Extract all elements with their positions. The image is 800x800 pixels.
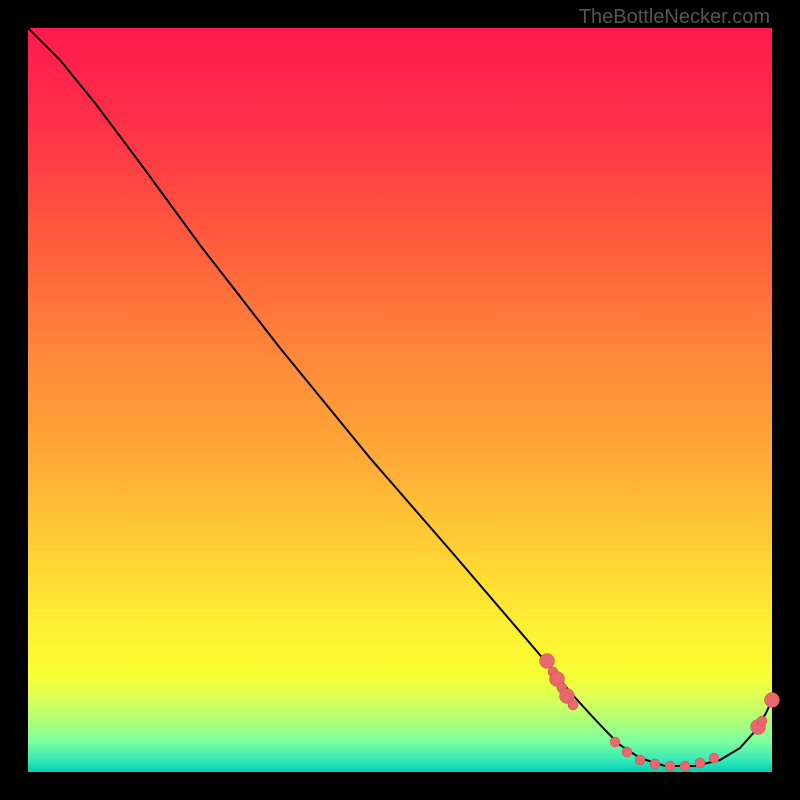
curve-marker: [695, 758, 705, 768]
bottleneck-curve-layer: [0, 0, 800, 800]
curve-marker: [650, 759, 660, 769]
curve-marker: [635, 755, 645, 765]
curve-marker: [610, 737, 620, 747]
curve-marker: [622, 747, 632, 757]
curve-marker: [540, 654, 555, 669]
curve-marker: [757, 716, 767, 726]
curve-marker: [765, 693, 780, 708]
bottleneck-curve: [28, 28, 772, 766]
curve-marker: [568, 700, 578, 710]
curve-marker: [665, 761, 675, 771]
chart-frame: TheBottleNecker.com: [0, 0, 800, 800]
curve-marker: [680, 761, 690, 771]
curve-marker: [709, 753, 719, 763]
